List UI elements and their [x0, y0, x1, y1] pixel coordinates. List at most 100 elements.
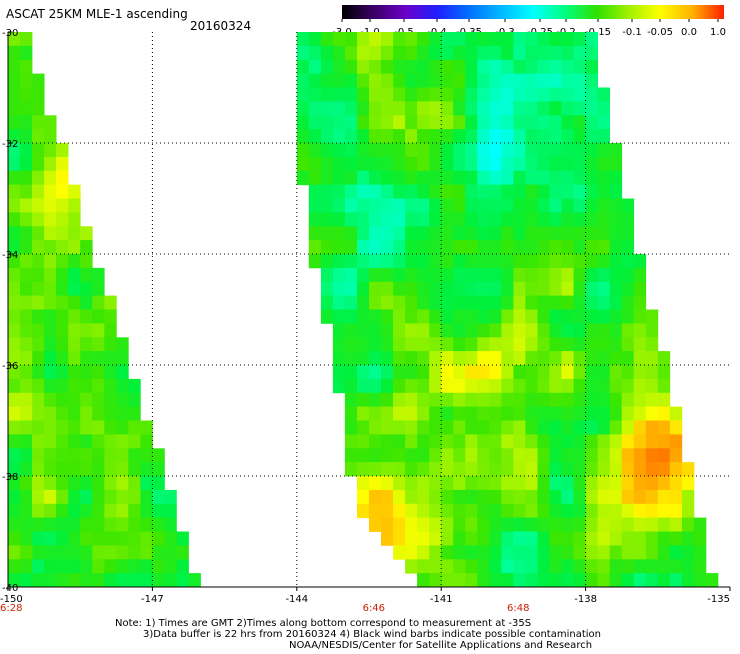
heatmap-cell [32, 365, 45, 380]
heatmap-cell [405, 254, 418, 269]
heatmap-cell [405, 545, 418, 560]
heatmap-cell [429, 281, 442, 297]
heatmap-cell [681, 462, 695, 477]
heatmap-cell [152, 489, 165, 505]
heatmap-cell [525, 323, 538, 338]
heatmap-cell [357, 156, 370, 172]
heatmap-cell [609, 156, 623, 172]
heatmap-cell [128, 378, 141, 394]
heatmap-cell [8, 73, 21, 88]
heatmap-cell [405, 434, 418, 449]
heatmap-cell [429, 559, 442, 574]
heatmap-cell [104, 406, 117, 421]
heatmap-cell [525, 143, 538, 158]
heatmap-cell [369, 281, 382, 297]
heatmap-cell [369, 351, 382, 366]
heatmap-cell [417, 295, 430, 310]
heatmap-cell [537, 378, 550, 394]
heatmap-cell [597, 240, 610, 255]
heatmap-cell [489, 309, 502, 324]
heatmap-cell [645, 378, 659, 394]
heatmap-cell [320, 156, 334, 172]
x-tick-label: -135 [707, 594, 730, 605]
heatmap-cell [465, 32, 478, 47]
heatmap-cell [561, 573, 574, 588]
heatmap-cell [164, 573, 177, 588]
heatmap-cell [525, 73, 538, 88]
heatmap-cell [44, 184, 57, 199]
heatmap-cell [357, 309, 370, 324]
heatmap-cell [609, 267, 623, 283]
heatmap-cell [597, 309, 610, 324]
heatmap-cell [20, 559, 33, 574]
heatmap-cell [525, 573, 538, 588]
heatmap-cell [68, 198, 81, 213]
heatmap-cell [537, 559, 550, 574]
heatmap-cell [429, 45, 442, 61]
heatmap-cell [152, 517, 165, 532]
heatmap-cell [585, 559, 598, 574]
heatmap-cell [369, 309, 382, 324]
heatmap-cell [453, 32, 466, 47]
heatmap-cell [489, 226, 502, 241]
heatmap-cell [344, 434, 358, 449]
heatmap-cell [477, 170, 490, 186]
heatmap-cell [441, 184, 454, 199]
heatmap-cell [621, 489, 635, 505]
heatmap-cell [116, 351, 129, 366]
heatmap-cell [344, 378, 358, 394]
heatmap-cell [537, 45, 550, 61]
heatmap-cell [561, 295, 574, 310]
heatmap-cell [549, 378, 562, 394]
heatmap-cell [453, 212, 466, 227]
heatmap-cell [332, 129, 346, 144]
heatmap-cell [369, 32, 382, 47]
heatmap-cell [92, 406, 105, 421]
heatmap-cell [573, 129, 586, 144]
heatmap-cell [537, 32, 550, 47]
heatmap-cell [465, 101, 478, 116]
heatmap-cell [621, 365, 635, 380]
heatmap-cell [549, 420, 562, 435]
heatmap-cell [477, 392, 490, 408]
heatmap-cell [8, 295, 21, 310]
heatmap-cell [477, 267, 490, 283]
heatmap-cell [453, 365, 466, 380]
heatmap-cell [140, 476, 153, 491]
heatmap-cell [501, 545, 514, 560]
heatmap-cell [621, 226, 635, 241]
heatmap-cell [609, 240, 623, 255]
heatmap-cell [477, 129, 490, 144]
heatmap-cell [597, 198, 610, 213]
heatmap-cell [477, 573, 490, 588]
heatmap-cell [92, 545, 105, 560]
heatmap-cell [332, 212, 346, 227]
heatmap-cell [332, 254, 346, 269]
heatmap-cell [308, 226, 322, 241]
heatmap-cell [56, 559, 69, 574]
heatmap-cell [417, 45, 430, 61]
heatmap-cell [128, 420, 141, 435]
heatmap-cell [68, 226, 81, 241]
colorbar-tick-label: 0.0 [681, 27, 697, 38]
heatmap-cell [332, 184, 346, 199]
heatmap-cell [344, 365, 358, 380]
heatmap-cell [537, 476, 550, 491]
heatmap-cell [621, 545, 635, 560]
heatmap-cell [20, 212, 33, 227]
heatmap-cell [453, 198, 466, 213]
heatmap-cell [681, 531, 695, 546]
heatmap-cell [621, 420, 635, 435]
heatmap-cell [68, 323, 81, 338]
heatmap-cell [417, 267, 430, 283]
time-labels: 6:28 6:46 6:48 [0, 603, 529, 614]
heatmap-cell [537, 365, 550, 380]
heatmap-cell [597, 295, 610, 310]
heatmap-cell [501, 323, 514, 338]
heatmap-cell [308, 170, 322, 186]
heatmap-cell [537, 448, 550, 463]
heatmap-cell [381, 476, 394, 491]
heatmap-cell [549, 59, 562, 75]
heatmap-cell [465, 448, 478, 463]
heatmap-cell [441, 59, 454, 75]
